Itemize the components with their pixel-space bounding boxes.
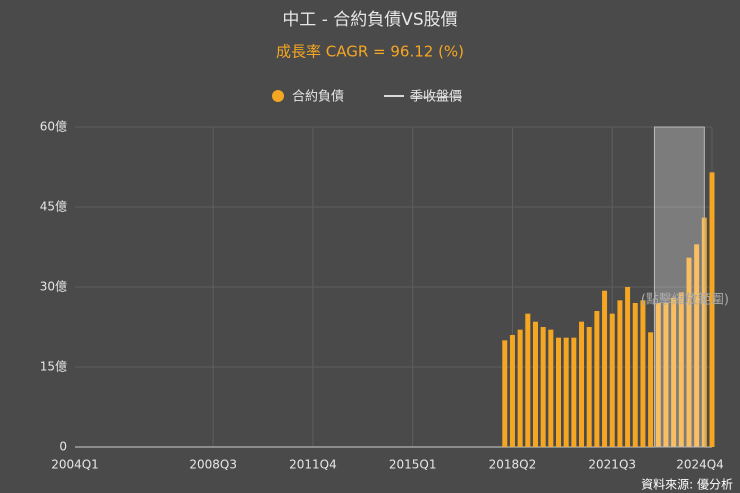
bar [609,313,615,447]
x-tick-label: 2008Q3 [189,458,237,472]
bar [640,300,646,447]
bar [586,327,592,447]
chart-title: 中工 - 合約負債VS股價 [282,10,457,30]
bar [671,297,677,447]
bar [625,287,631,447]
x-tick-label: 2018Q2 [489,458,537,472]
bar [563,337,569,447]
bar [709,172,715,448]
chart-subtitle: 成長率 CAGR = 96.12 (%) [276,43,464,61]
legend-marker [272,90,284,102]
zoom-region[interactable] [653,126,705,448]
legend-label[interactable]: 合約負債 [292,90,344,105]
source: 資料來源: 優分析 [641,478,733,492]
zoom-label[interactable]: (點擊縮放範圍) [641,292,729,308]
bar [509,335,515,447]
bar [594,311,600,447]
x-tick-label: 2021Q3 [588,458,636,472]
bar [525,313,531,447]
y-tick-label: 15億 [40,360,67,374]
bar [540,327,546,447]
x-tick-label: 2011Q4 [289,458,337,472]
bar [502,340,508,447]
y-tick-label: 0 [59,440,67,454]
y-tick-label: 30億 [40,280,67,294]
bar [602,290,608,447]
bar [556,337,562,447]
bar [663,303,669,447]
bar [571,337,577,447]
y-tick-label: 60億 [40,120,67,134]
bar [579,321,585,447]
y-tick-label: 45億 [40,200,67,214]
bar [617,300,623,447]
x-tick-label: 2015Q1 [389,458,437,472]
x-tick-label: 2004Q1 [51,458,99,472]
bar [517,329,523,447]
x-tick-label: 2024Q4 [676,458,724,472]
bar [655,303,661,447]
bar [694,244,700,447]
bar [686,257,692,447]
bar [532,321,538,447]
bar [632,303,638,447]
bar [548,329,554,447]
bar [648,332,654,447]
bar [678,292,684,447]
